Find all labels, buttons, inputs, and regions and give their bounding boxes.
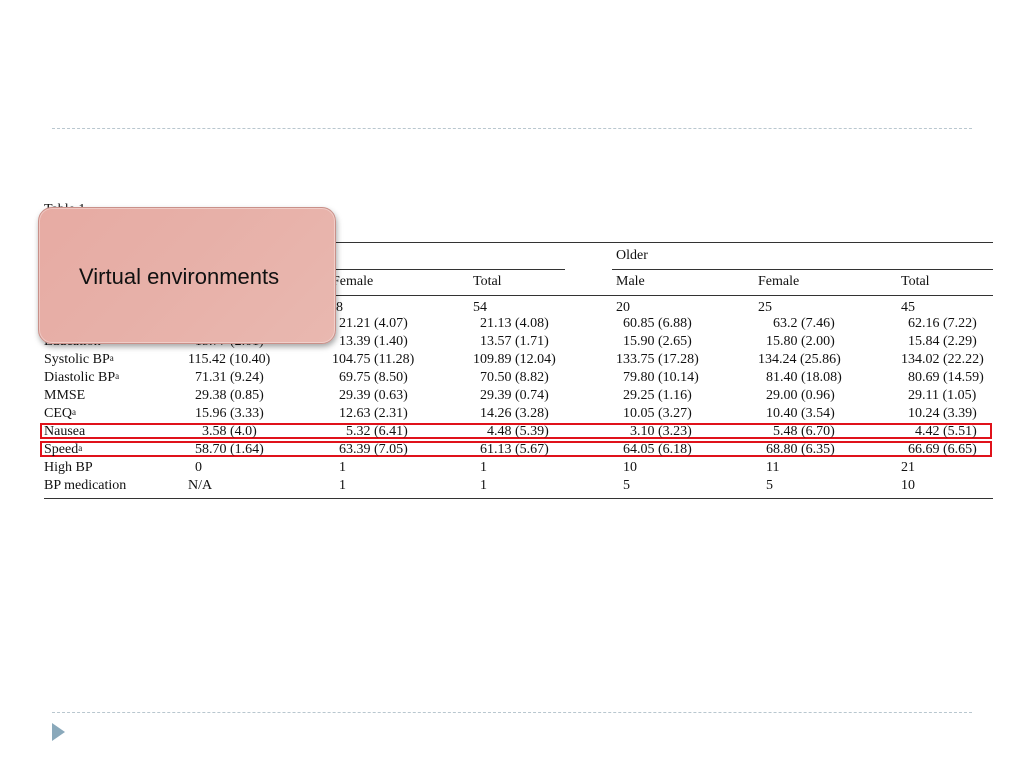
cell: 81.40 (18.08) xyxy=(766,370,842,385)
cell: 15.80 (2.00) xyxy=(766,334,835,349)
cell: 61.13 (5.67) xyxy=(480,442,549,457)
cell: 4.48 (5.39) xyxy=(487,424,549,439)
row-label: Diastolic BPa xyxy=(44,370,120,385)
cell: 5.48 (6.70) xyxy=(773,424,835,439)
cell: 0 xyxy=(195,460,202,475)
cell: 63.39 (7.05) xyxy=(339,442,408,457)
col-header-male-old: Male xyxy=(616,274,645,289)
bottom-divider xyxy=(52,712,972,713)
header-rule-older xyxy=(612,269,993,270)
cell: 70.50 (8.82) xyxy=(480,370,549,385)
cell: 63.2 (7.46) xyxy=(773,316,835,331)
n-male-old: 20 xyxy=(616,300,630,315)
cell: 29.00 (0.96) xyxy=(766,388,835,403)
cell: 14.26 (3.28) xyxy=(480,406,549,421)
cell: 29.25 (1.16) xyxy=(623,388,692,403)
cell: 21.21 (4.07) xyxy=(339,316,408,331)
cell: 1 xyxy=(339,460,346,475)
cell: 69.75 (8.50) xyxy=(339,370,408,385)
cell: 60.85 (6.88) xyxy=(623,316,692,331)
highlight-nausea-box xyxy=(40,423,992,439)
cell: 1 xyxy=(339,478,346,493)
cell: 29.39 (0.74) xyxy=(480,388,549,403)
cell: 79.80 (10.14) xyxy=(623,370,699,385)
cell: 133.75 (17.28) xyxy=(616,352,699,367)
cell: 58.70 (1.64) xyxy=(195,442,264,457)
cell: 29.11 (1.05) xyxy=(908,388,977,403)
header-rule-bottom xyxy=(44,295,993,296)
cell: 80.69 (14.59) xyxy=(908,370,984,385)
header-rule-younger xyxy=(324,269,565,270)
cell: 68.80 (6.35) xyxy=(766,442,835,457)
cell: 21.13 (4.08) xyxy=(480,316,549,331)
cell: 1 xyxy=(480,478,487,493)
col-header-female-old: Female xyxy=(758,274,800,289)
n-female-young: 8 xyxy=(336,300,343,315)
cell: 10 xyxy=(623,460,637,475)
cell: 134.02 (22.22) xyxy=(901,352,984,367)
row-label: BP medication xyxy=(44,478,127,493)
cell: 3.10 (3.23) xyxy=(630,424,692,439)
cell: 5 xyxy=(766,478,773,493)
cell: 134.24 (25.86) xyxy=(758,352,841,367)
slide-title: Virtual environments xyxy=(79,264,280,289)
row-label: CEQa xyxy=(44,406,76,421)
row-label: Nausea xyxy=(44,424,86,439)
col-header-total-young: Total xyxy=(473,274,502,289)
cell: 10.24 (3.39) xyxy=(908,406,977,421)
cell: 115.42 (10.40) xyxy=(188,352,271,367)
cell: 13.39 (1.40) xyxy=(339,334,408,349)
top-divider xyxy=(52,128,972,129)
row-label: MMSE xyxy=(44,388,86,403)
cell: 5.32 (6.41) xyxy=(346,424,408,439)
cell: 12.63 (2.31) xyxy=(339,406,408,421)
cell: 104.75 (11.28) xyxy=(332,352,415,367)
cell: 21 xyxy=(901,460,915,475)
cell: 3.58 (4.0) xyxy=(202,424,257,439)
group-older-label: Older xyxy=(616,248,648,263)
cell: 15.96 (3.33) xyxy=(195,406,264,421)
col-header-female-young: Female xyxy=(332,274,374,289)
cell: 11 xyxy=(766,460,780,475)
n-total-old: 45 xyxy=(901,300,915,315)
cell: 5 xyxy=(623,478,630,493)
header-rule-top xyxy=(44,242,993,243)
cell: 15.90 (2.65) xyxy=(623,334,692,349)
cell: 29.39 (0.63) xyxy=(339,388,408,403)
col-header-total-old: Total xyxy=(901,274,930,289)
cell: N/A xyxy=(188,478,213,493)
row-label: High BP xyxy=(44,460,93,475)
cell: 4.42 (5.51) xyxy=(915,424,977,439)
triangle-right-icon[interactable] xyxy=(52,723,65,741)
highlight-speed-box xyxy=(40,441,992,457)
cell: 13.57 (1.71) xyxy=(480,334,549,349)
cell: 10.05 (3.27) xyxy=(623,406,692,421)
n-total-young: 54 xyxy=(473,300,487,315)
row-label: Systolic BPa xyxy=(44,352,114,367)
cell: 66.69 (6.65) xyxy=(908,442,977,457)
cell: 64.05 (6.18) xyxy=(623,442,692,457)
cell: 62.16 (7.22) xyxy=(908,316,977,331)
cell: 71.31 (9.24) xyxy=(195,370,264,385)
slide-title-card: Virtual environments xyxy=(38,207,336,344)
cell: 109.89 (12.04) xyxy=(473,352,556,367)
row-label: Speeda xyxy=(44,442,83,457)
cell: 10 xyxy=(901,478,915,493)
cell: 29.38 (0.85) xyxy=(195,388,264,403)
table-rule-bottom xyxy=(44,498,993,499)
cell: 1 xyxy=(480,460,487,475)
cell: 10.40 (3.54) xyxy=(766,406,835,421)
n-female-old: 25 xyxy=(758,300,772,315)
cell: 15.84 (2.29) xyxy=(908,334,977,349)
